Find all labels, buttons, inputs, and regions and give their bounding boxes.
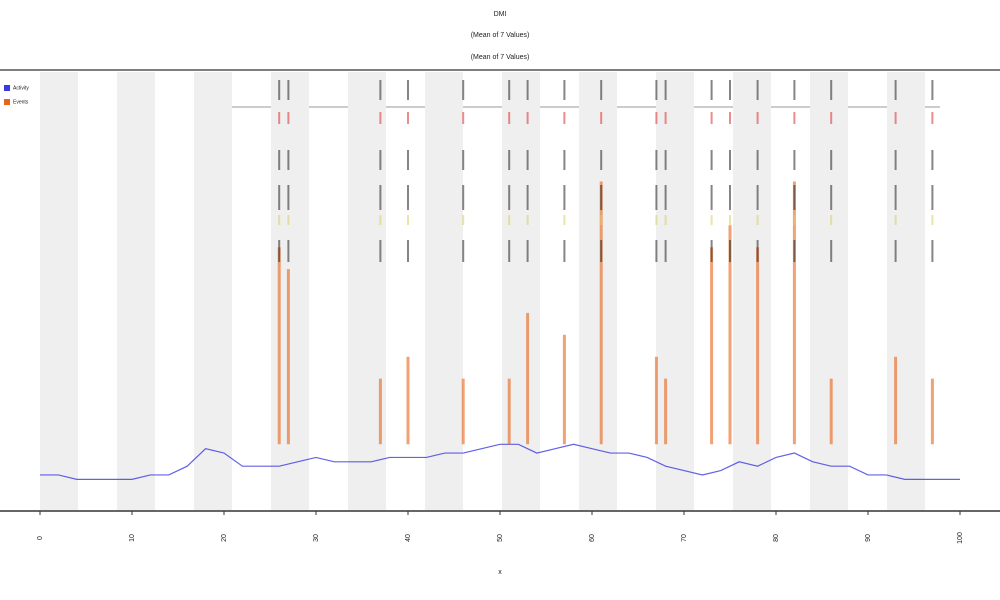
shade-band <box>656 72 694 510</box>
x-axis-label: x <box>498 569 502 576</box>
shade-band <box>40 72 78 510</box>
legend-label: Events <box>13 99 29 105</box>
legend-swatch <box>4 99 10 105</box>
chart-subtitle: (Mean of 7 Values) <box>471 32 530 39</box>
x-tick-label: 0 <box>37 536 44 540</box>
shade-band <box>271 72 309 510</box>
x-tick-label: 80 <box>773 534 780 542</box>
activity-line <box>40 443 960 480</box>
x-tick-label: 90 <box>865 534 872 542</box>
shade-band <box>810 72 848 510</box>
shade-band <box>579 72 617 510</box>
shade-band <box>887 72 925 510</box>
legend-label: Activity <box>13 85 29 91</box>
shade-band <box>194 72 232 510</box>
legend-swatch <box>4 85 10 91</box>
shade-band <box>425 72 463 510</box>
x-tick-label: 100 <box>957 532 964 544</box>
x-tick-label: 10 <box>129 534 136 542</box>
chart-subtitle: (Mean of 7 Values) <box>471 54 530 61</box>
chart-title: DMI <box>494 11 507 18</box>
x-tick-label: 60 <box>589 534 596 542</box>
x-tick-label: 40 <box>405 534 412 542</box>
x-tick-label: 30 <box>313 534 320 542</box>
x-tick-label: 50 <box>497 534 504 542</box>
x-tick-label: 70 <box>681 534 688 542</box>
shade-band <box>117 72 155 510</box>
x-tick-label: 20 <box>221 534 228 542</box>
shade-band <box>733 72 771 510</box>
